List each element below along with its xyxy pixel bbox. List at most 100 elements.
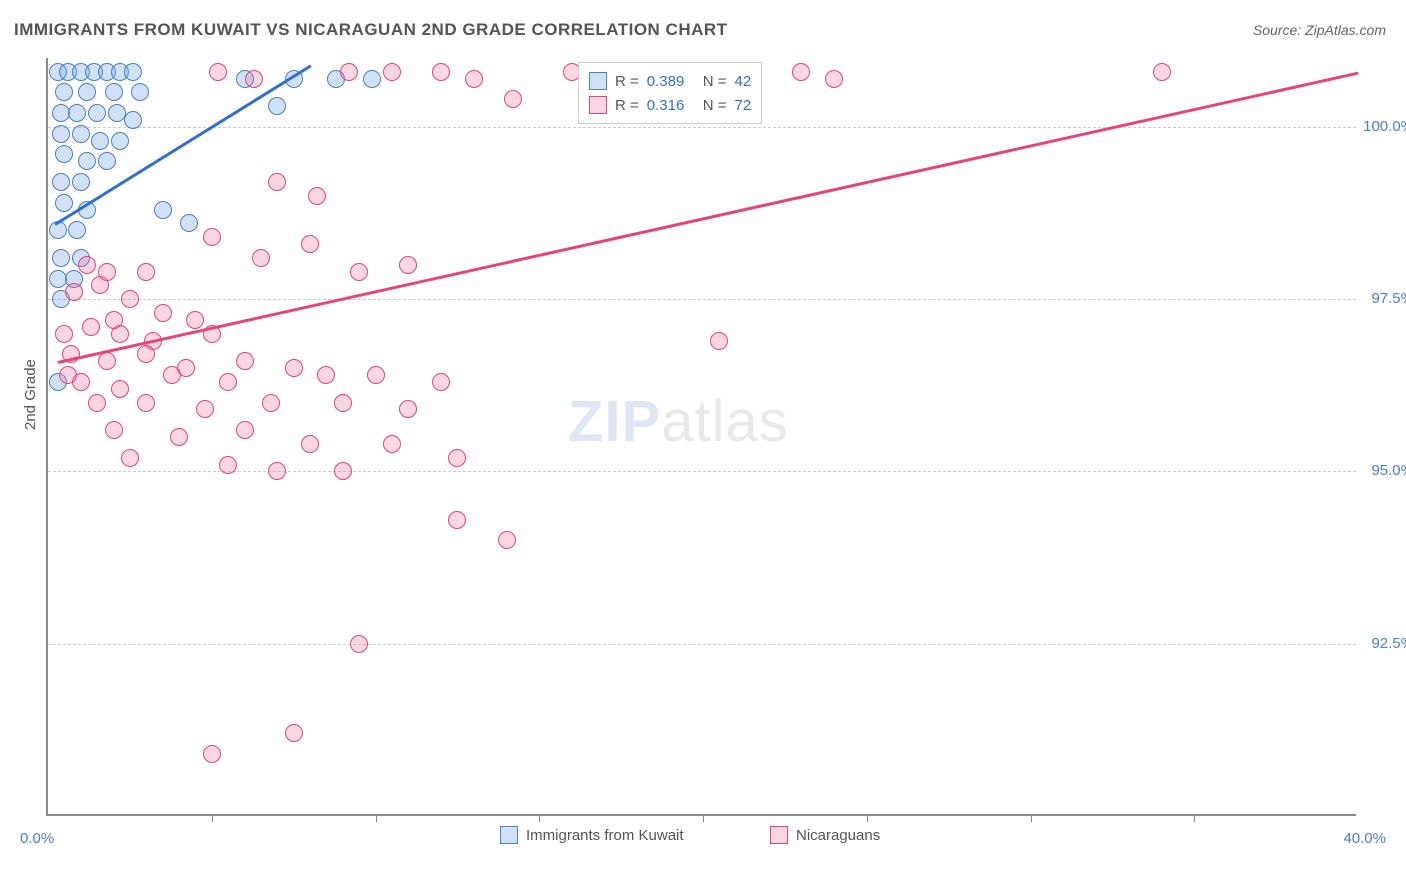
data-point-nicaraguan xyxy=(350,263,368,281)
data-point-nicaraguan xyxy=(350,635,368,653)
data-point-kuwait xyxy=(111,132,129,150)
data-point-kuwait xyxy=(52,173,70,191)
data-point-kuwait xyxy=(268,97,286,115)
data-point-kuwait xyxy=(154,201,172,219)
data-point-nicaraguan xyxy=(88,394,106,412)
data-point-nicaraguan xyxy=(78,256,96,274)
grid-line xyxy=(48,471,1356,472)
x-tick xyxy=(1194,814,1195,822)
data-point-kuwait xyxy=(180,214,198,232)
data-point-kuwait xyxy=(78,152,96,170)
data-point-nicaraguan xyxy=(710,332,728,350)
data-point-nicaraguan xyxy=(465,70,483,88)
data-point-nicaraguan xyxy=(448,449,466,467)
data-point-nicaraguan xyxy=(399,400,417,418)
data-point-nicaraguan xyxy=(137,263,155,281)
data-point-nicaraguan xyxy=(301,435,319,453)
plot-area: ZIPatlas 100.0%97.5%95.0%92.5% xyxy=(46,58,1356,816)
r-value: 0.316 xyxy=(647,97,695,114)
x-tick xyxy=(1031,814,1032,822)
y-tick-label: 100.0% xyxy=(1363,118,1406,135)
x-tick xyxy=(212,814,213,822)
data-point-kuwait xyxy=(52,125,70,143)
n-label: N = xyxy=(703,73,727,90)
data-point-nicaraguan xyxy=(163,366,181,384)
data-point-nicaraguan xyxy=(792,63,810,81)
data-point-nicaraguan xyxy=(252,249,270,267)
data-point-nicaraguan xyxy=(137,345,155,363)
legend-swatch-nicaraguan xyxy=(770,826,788,844)
data-point-nicaraguan xyxy=(55,325,73,343)
x-max-label: 40.0% xyxy=(1343,830,1386,847)
data-point-kuwait xyxy=(91,132,109,150)
legend-swatch-kuwait xyxy=(589,72,607,90)
data-point-nicaraguan xyxy=(105,311,123,329)
n-value: 72 xyxy=(735,97,752,114)
n-label: N = xyxy=(703,97,727,114)
data-point-kuwait xyxy=(68,104,86,122)
stats-legend-row-kuwait: R =0.389N =42 xyxy=(589,69,751,93)
data-point-kuwait xyxy=(72,173,90,191)
y-tick-label: 97.5% xyxy=(1371,290,1406,307)
data-point-kuwait xyxy=(105,83,123,101)
x-min-label: 0.0% xyxy=(20,830,54,847)
data-point-nicaraguan xyxy=(432,373,450,391)
data-point-nicaraguan xyxy=(82,318,100,336)
data-point-nicaraguan xyxy=(154,304,172,322)
data-point-nicaraguan xyxy=(98,352,116,370)
data-point-nicaraguan xyxy=(285,724,303,742)
y-axis-label: 2nd Grade xyxy=(22,359,39,430)
data-point-nicaraguan xyxy=(186,311,204,329)
data-point-nicaraguan xyxy=(203,745,221,763)
data-point-nicaraguan xyxy=(105,421,123,439)
watermark-zip: ZIP xyxy=(568,389,661,454)
x-tick xyxy=(867,814,868,822)
data-point-nicaraguan xyxy=(203,228,221,246)
source-label: Source: xyxy=(1253,22,1301,38)
data-point-nicaraguan xyxy=(121,449,139,467)
source-value: ZipAtlas.com xyxy=(1305,22,1386,38)
bottom-legend-kuwait: Immigrants from Kuwait xyxy=(500,826,684,844)
data-point-kuwait xyxy=(72,125,90,143)
data-point-kuwait xyxy=(98,152,116,170)
data-point-nicaraguan xyxy=(285,359,303,377)
data-point-nicaraguan xyxy=(170,428,188,446)
data-point-nicaraguan xyxy=(245,70,263,88)
data-point-nicaraguan xyxy=(498,531,516,549)
legend-swatch-nicaraguan xyxy=(589,96,607,114)
watermark-atlas: atlas xyxy=(661,389,789,454)
chart-title: IMMIGRANTS FROM KUWAIT VS NICARAGUAN 2ND… xyxy=(14,20,728,40)
stats-legend: R =0.389N =42R =0.316N =72 xyxy=(578,62,762,124)
x-tick xyxy=(376,814,377,822)
data-point-kuwait xyxy=(78,83,96,101)
data-point-kuwait xyxy=(55,83,73,101)
legend-label: Immigrants from Kuwait xyxy=(526,827,684,844)
data-point-nicaraguan xyxy=(383,63,401,81)
data-point-nicaraguan xyxy=(334,394,352,412)
data-point-nicaraguan xyxy=(268,462,286,480)
r-value: 0.389 xyxy=(647,73,695,90)
data-point-kuwait xyxy=(55,194,73,212)
data-point-nicaraguan xyxy=(301,235,319,253)
y-tick-label: 95.0% xyxy=(1371,462,1406,479)
bottom-legend-nicaraguan: Nicaraguans xyxy=(770,826,880,844)
data-point-kuwait xyxy=(131,83,149,101)
data-point-kuwait xyxy=(55,145,73,163)
data-point-nicaraguan xyxy=(448,511,466,529)
data-point-nicaraguan xyxy=(268,173,286,191)
data-point-nicaraguan xyxy=(334,462,352,480)
x-tick xyxy=(539,814,540,822)
data-point-nicaraguan xyxy=(432,63,450,81)
data-point-nicaraguan xyxy=(825,70,843,88)
data-point-nicaraguan xyxy=(98,263,116,281)
r-label: R = xyxy=(615,73,639,90)
data-point-nicaraguan xyxy=(121,290,139,308)
data-point-nicaraguan xyxy=(262,394,280,412)
data-point-nicaraguan xyxy=(111,380,129,398)
data-point-nicaraguan xyxy=(219,373,237,391)
grid-line xyxy=(48,299,1356,300)
data-point-nicaraguan xyxy=(399,256,417,274)
data-point-nicaraguan xyxy=(367,366,385,384)
x-tick xyxy=(703,814,704,822)
r-label: R = xyxy=(615,97,639,114)
